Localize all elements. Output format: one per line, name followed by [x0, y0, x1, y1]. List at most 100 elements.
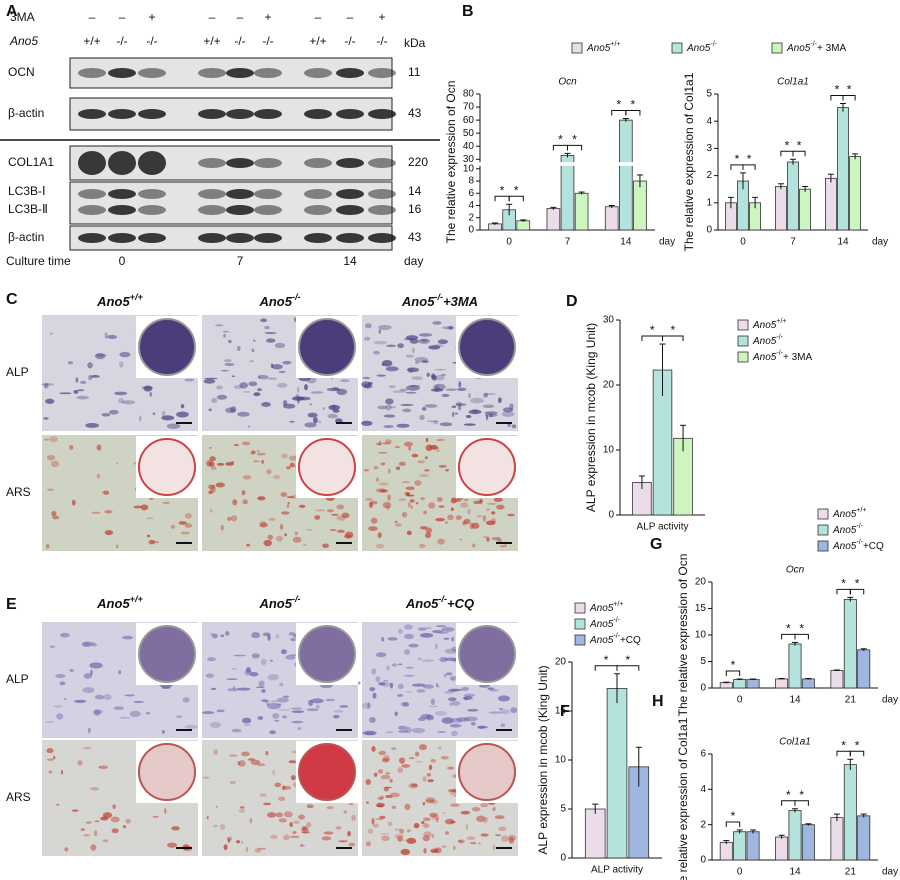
micrograph-texture [267, 634, 271, 641]
x-unit: day [882, 867, 898, 878]
micrograph-texture [203, 379, 216, 384]
bar [719, 841, 733, 861]
micrograph-texture [249, 360, 254, 362]
bar [788, 643, 802, 689]
micrograph-texture [380, 462, 386, 466]
blot-band [198, 158, 226, 168]
y-tick-label: 30 [463, 154, 475, 165]
genotype: -/- [262, 34, 273, 48]
micrograph-texture [275, 535, 284, 542]
micrograph-texture [364, 336, 371, 341]
significance-bracket [567, 144, 583, 151]
micrograph-texture [241, 751, 250, 757]
micrograph-texture [400, 848, 411, 856]
micrograph-texture [229, 754, 238, 757]
micrograph-texture [431, 815, 440, 820]
time-value: 0 [119, 254, 126, 268]
micrograph-texture [411, 453, 419, 458]
micrograph-texture [337, 529, 345, 533]
micrograph-texture [463, 693, 476, 697]
blot-band [138, 151, 166, 175]
micrograph-texture [67, 361, 74, 365]
micrograph-texture [250, 450, 256, 455]
micrograph-texture [328, 404, 341, 411]
micrograph-texture [314, 515, 321, 520]
micrograph-texture [93, 710, 101, 716]
micrograph-texture [216, 385, 223, 390]
micrograph-texture [421, 820, 425, 824]
blot-band [226, 205, 254, 215]
micrograph-texture [445, 831, 449, 835]
micrograph-texture [80, 828, 85, 831]
micrograph-texture [336, 388, 348, 396]
micrograph-texture [267, 702, 281, 710]
band-label: LC3B-Ⅱ [8, 202, 48, 216]
micrograph-texture [232, 499, 238, 506]
micrograph-texture [59, 681, 66, 686]
micrograph-texture [224, 362, 235, 366]
micrograph-texture [211, 633, 218, 639]
column-header: Ano5+/+ [96, 594, 143, 611]
micrograph-texture [435, 683, 438, 688]
micrograph-texture [449, 723, 462, 728]
culture-dish [458, 625, 516, 683]
micrograph-texture [434, 643, 438, 650]
legend-swatch [771, 42, 783, 54]
micrograph-texture [373, 465, 379, 470]
micrograph-texture [322, 543, 330, 549]
micrograph-texture [277, 382, 288, 388]
micrograph-texture [399, 757, 406, 764]
time-unit: day [404, 254, 423, 268]
significance-bracket [849, 588, 865, 595]
y-tick-label: 5 [560, 804, 566, 815]
micrograph-texture [385, 731, 394, 734]
micrograph-texture [53, 705, 63, 708]
micrograph-texture [281, 453, 288, 459]
culture-dish [298, 318, 356, 376]
significance-star: * [841, 577, 846, 591]
micrograph-texture [215, 324, 224, 327]
micrograph-texture [426, 773, 431, 777]
micrograph-texture [467, 508, 471, 515]
micrograph-texture [280, 511, 290, 515]
x-tick-label: ALP activity [636, 522, 688, 533]
column-header: Ano5-/-+CQ [405, 594, 474, 611]
micrograph-texture [279, 523, 284, 530]
micrograph-texture [445, 388, 457, 391]
micrograph-texture [383, 679, 389, 682]
x-tick-label: 14 [837, 237, 849, 248]
band-label: COL1A1 [8, 155, 54, 169]
time-value: 7 [237, 254, 244, 268]
micrograph-texture [93, 830, 98, 837]
micrograph-texture [491, 517, 496, 524]
micrograph-texture [283, 403, 296, 409]
micrograph-texture [231, 460, 235, 465]
treatment-sign: – [315, 10, 322, 24]
micrograph-texture [433, 383, 446, 390]
micrograph-texture [419, 543, 426, 549]
micrograph-texture [272, 475, 281, 480]
micrograph-texture [417, 460, 426, 464]
micrograph-texture [178, 521, 187, 525]
y-tick-label: 0 [700, 855, 706, 866]
micrograph-texture [288, 455, 298, 461]
micrograph-texture [388, 385, 396, 388]
y-tick-label: 30 [603, 315, 615, 326]
micrograph-texture [255, 686, 265, 689]
micrograph-texture [436, 685, 440, 688]
legend-label: Ano5+/+ [832, 507, 866, 519]
micrograph-texture [361, 420, 373, 426]
micrograph-texture [146, 711, 151, 715]
micrograph-texture [421, 360, 429, 363]
micrograph-texture [256, 449, 260, 453]
culture-dish [298, 625, 356, 683]
micrograph-texture [209, 508, 213, 513]
micrograph-texture [289, 462, 295, 468]
micrograph-texture [211, 687, 217, 690]
micrograph-texture [470, 722, 476, 726]
culture-dish [458, 438, 516, 496]
blot-band [336, 68, 364, 78]
micrograph-texture [371, 746, 376, 752]
micrograph-texture [282, 715, 287, 719]
micrograph-texture [422, 817, 431, 822]
